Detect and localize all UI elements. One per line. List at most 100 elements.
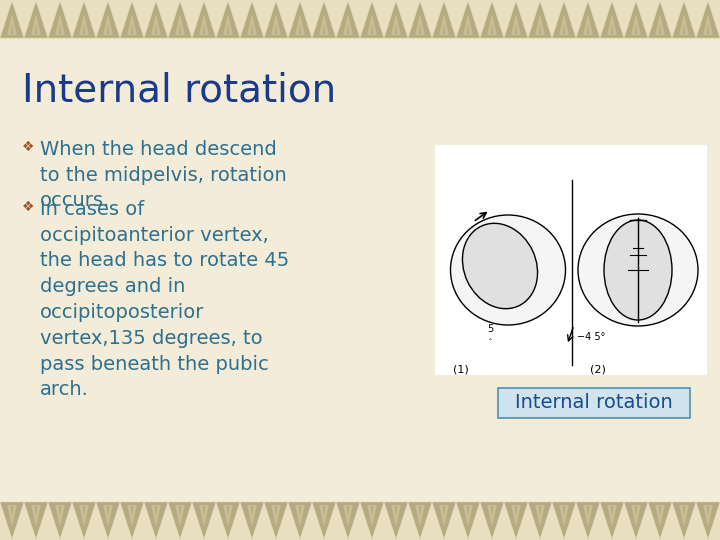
Polygon shape bbox=[528, 502, 552, 539]
Polygon shape bbox=[683, 506, 685, 517]
Polygon shape bbox=[179, 506, 181, 517]
Polygon shape bbox=[79, 505, 89, 526]
Polygon shape bbox=[227, 506, 229, 517]
Polygon shape bbox=[600, 1, 624, 38]
Polygon shape bbox=[487, 14, 497, 35]
Polygon shape bbox=[72, 1, 96, 38]
Polygon shape bbox=[120, 1, 144, 38]
Polygon shape bbox=[587, 23, 589, 34]
Polygon shape bbox=[600, 502, 624, 539]
Polygon shape bbox=[275, 506, 277, 517]
Polygon shape bbox=[511, 14, 521, 35]
Polygon shape bbox=[491, 506, 493, 517]
Polygon shape bbox=[419, 506, 421, 517]
Polygon shape bbox=[251, 23, 253, 34]
Polygon shape bbox=[624, 502, 648, 539]
Polygon shape bbox=[7, 505, 17, 526]
Polygon shape bbox=[131, 23, 133, 34]
Polygon shape bbox=[168, 1, 192, 38]
Polygon shape bbox=[103, 14, 113, 35]
Polygon shape bbox=[487, 505, 497, 526]
Polygon shape bbox=[419, 23, 421, 34]
Polygon shape bbox=[264, 502, 288, 539]
Polygon shape bbox=[480, 502, 504, 539]
Polygon shape bbox=[528, 1, 552, 38]
Polygon shape bbox=[11, 506, 13, 517]
Polygon shape bbox=[48, 502, 72, 539]
Ellipse shape bbox=[578, 214, 698, 326]
Polygon shape bbox=[103, 505, 113, 526]
Text: ‸: ‸ bbox=[489, 331, 492, 340]
Polygon shape bbox=[240, 1, 264, 38]
Polygon shape bbox=[367, 505, 377, 526]
Polygon shape bbox=[576, 1, 600, 38]
Polygon shape bbox=[131, 506, 133, 517]
Polygon shape bbox=[659, 506, 661, 517]
Polygon shape bbox=[144, 502, 168, 539]
Polygon shape bbox=[199, 14, 209, 35]
Polygon shape bbox=[611, 506, 613, 517]
Polygon shape bbox=[371, 506, 373, 517]
Text: When the head descend
to the midpelvis, rotation
occurs.: When the head descend to the midpelvis, … bbox=[40, 140, 287, 211]
Polygon shape bbox=[559, 505, 569, 526]
Polygon shape bbox=[515, 23, 517, 34]
Polygon shape bbox=[703, 505, 713, 526]
Polygon shape bbox=[247, 14, 257, 35]
Polygon shape bbox=[696, 502, 720, 539]
Polygon shape bbox=[24, 1, 48, 38]
Polygon shape bbox=[415, 14, 425, 35]
Text: ❖: ❖ bbox=[22, 140, 35, 154]
Polygon shape bbox=[408, 1, 432, 38]
Polygon shape bbox=[7, 14, 17, 35]
Polygon shape bbox=[467, 23, 469, 34]
Polygon shape bbox=[463, 14, 473, 35]
Polygon shape bbox=[336, 502, 360, 539]
Polygon shape bbox=[696, 1, 720, 38]
Polygon shape bbox=[539, 506, 541, 517]
Text: (1): (1) bbox=[453, 364, 469, 374]
Ellipse shape bbox=[451, 215, 565, 325]
Polygon shape bbox=[127, 505, 137, 526]
Ellipse shape bbox=[604, 220, 672, 320]
Bar bbox=[0, 502, 720, 540]
Polygon shape bbox=[439, 505, 449, 526]
Polygon shape bbox=[347, 23, 349, 34]
Text: Internal rotation: Internal rotation bbox=[515, 394, 673, 413]
Polygon shape bbox=[55, 14, 65, 35]
Polygon shape bbox=[456, 502, 480, 539]
Polygon shape bbox=[552, 1, 576, 38]
Polygon shape bbox=[72, 502, 96, 539]
Polygon shape bbox=[347, 506, 349, 517]
Polygon shape bbox=[703, 14, 713, 35]
Polygon shape bbox=[432, 502, 456, 539]
Polygon shape bbox=[624, 1, 648, 38]
FancyBboxPatch shape bbox=[498, 388, 690, 418]
Polygon shape bbox=[251, 506, 253, 517]
Polygon shape bbox=[367, 14, 377, 35]
Polygon shape bbox=[707, 506, 709, 517]
Polygon shape bbox=[707, 23, 709, 34]
Polygon shape bbox=[559, 14, 569, 35]
Polygon shape bbox=[288, 1, 312, 38]
Polygon shape bbox=[371, 23, 373, 34]
Polygon shape bbox=[216, 1, 240, 38]
Polygon shape bbox=[443, 23, 445, 34]
Polygon shape bbox=[96, 502, 120, 539]
Polygon shape bbox=[192, 1, 216, 38]
Polygon shape bbox=[443, 506, 445, 517]
Polygon shape bbox=[635, 506, 637, 517]
Polygon shape bbox=[360, 502, 384, 539]
Polygon shape bbox=[127, 14, 137, 35]
Polygon shape bbox=[467, 506, 469, 517]
Polygon shape bbox=[216, 502, 240, 539]
Polygon shape bbox=[120, 502, 144, 539]
Polygon shape bbox=[672, 1, 696, 38]
Polygon shape bbox=[456, 1, 480, 38]
Polygon shape bbox=[539, 23, 541, 34]
Polygon shape bbox=[299, 506, 301, 517]
Polygon shape bbox=[607, 14, 617, 35]
Polygon shape bbox=[679, 14, 689, 35]
Polygon shape bbox=[391, 505, 401, 526]
Polygon shape bbox=[583, 14, 593, 35]
Polygon shape bbox=[0, 1, 24, 38]
